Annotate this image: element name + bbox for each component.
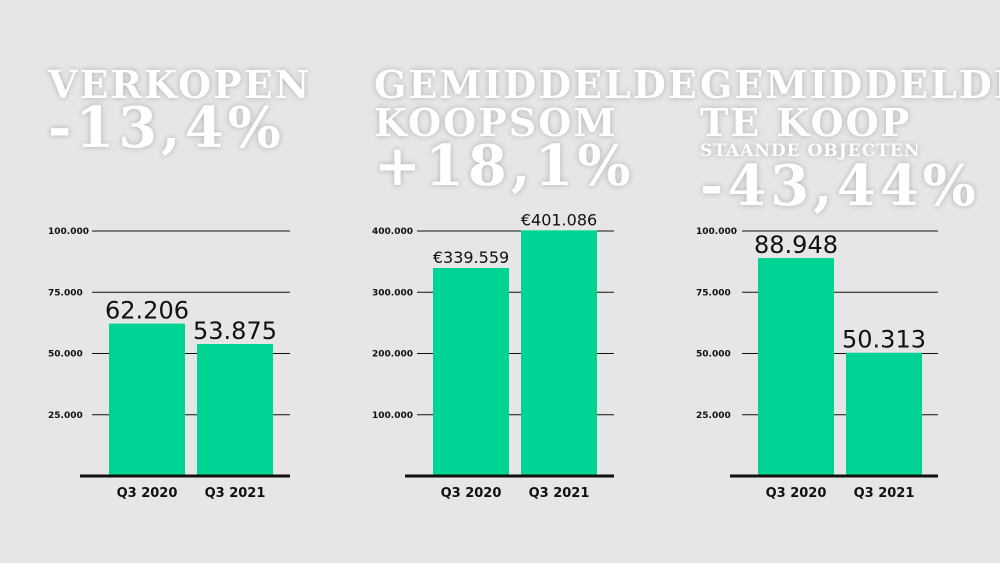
- x-category-label: Q3 2021: [854, 486, 915, 501]
- x-category-label: Q3 2020: [117, 486, 178, 501]
- headline-listings-subtitle: STAANDE OBJECTEN: [700, 141, 921, 161]
- y-tick-label: 300.000: [372, 288, 413, 298]
- y-tick-label: 25.000: [696, 411, 731, 421]
- headline-sales-title: VERKOPEN: [48, 62, 312, 107]
- y-tick-label: 25.000: [48, 411, 83, 421]
- headline-avg-price-title-2: KOOPSOM: [374, 100, 618, 145]
- headline-listings-title-1: GEMIDDELDE: [700, 62, 1000, 107]
- headline-sales-change: -13,4%: [48, 95, 285, 161]
- headline-listings: GEMIDDELDE TE KOOP STAANDE OBJECTEN -43,…: [700, 62, 1000, 219]
- bar: [521, 230, 597, 476]
- y-tick-label: 75.000: [696, 288, 731, 298]
- headline-avg-price-change: +18,1%: [374, 133, 635, 199]
- bar-value-label: 50.313: [842, 326, 926, 354]
- x-category-label: Q3 2020: [441, 486, 502, 501]
- y-tick-label: 200.000: [372, 350, 413, 360]
- y-tick-label: 50.000: [48, 350, 83, 360]
- bar-value-label: 62.206: [105, 297, 189, 325]
- y-tick-label: 100.000: [372, 411, 413, 421]
- headline-avg-price-title-1: GEMIDDELDE: [374, 62, 699, 107]
- y-tick-label: 400.000: [372, 227, 413, 237]
- x-category-label: Q3 2021: [205, 486, 266, 501]
- headline-avg-price: GEMIDDELDE KOOPSOM +18,1%: [374, 62, 699, 199]
- bar: [758, 258, 834, 476]
- y-tick-label: 100.000: [696, 227, 737, 237]
- x-category-label: Q3 2021: [529, 486, 590, 501]
- bar-value-label: €339.559: [433, 248, 509, 267]
- bar-value-label: 53.875: [193, 317, 277, 345]
- headline-listings-title-2: TE KOOP: [700, 100, 912, 145]
- y-tick-label: 75.000: [48, 288, 83, 298]
- bar: [433, 268, 509, 476]
- headline-sales: VERKOPEN -13,4%: [48, 62, 312, 161]
- y-tick-label: 100.000: [48, 227, 89, 237]
- bar: [109, 323, 185, 476]
- bar-value-label: €401.086: [521, 210, 597, 229]
- bar-value-label: 88.948: [754, 231, 838, 259]
- headline-listings-change: -43,44%: [700, 153, 980, 219]
- bar: [197, 344, 273, 476]
- x-category-label: Q3 2020: [766, 486, 827, 501]
- bar: [846, 352, 922, 476]
- y-tick-label: 50.000: [696, 350, 731, 360]
